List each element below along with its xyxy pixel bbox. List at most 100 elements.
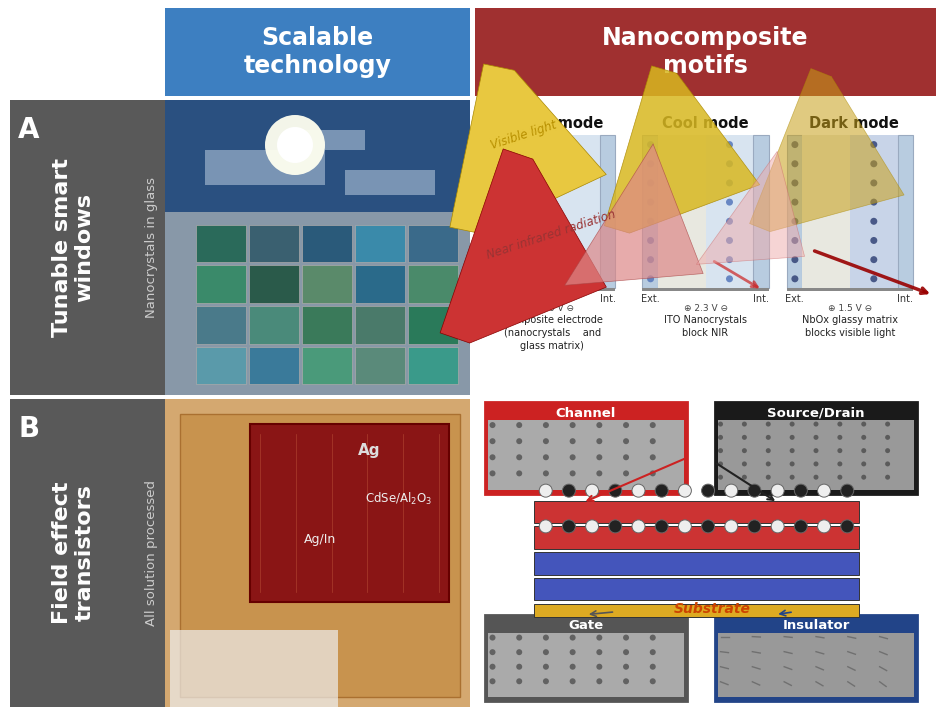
Text: Int.: Int. (600, 294, 616, 304)
Circle shape (563, 484, 575, 497)
Bar (600, 135, 615, 289)
Circle shape (726, 180, 733, 187)
Circle shape (837, 448, 842, 453)
Bar (487, 420, 685, 490)
Circle shape (885, 448, 890, 453)
Circle shape (623, 649, 629, 655)
Bar (534, 578, 859, 600)
Bar (475, 8, 936, 96)
Bar (302, 347, 352, 384)
Circle shape (837, 421, 842, 426)
Bar (180, 414, 460, 697)
Circle shape (765, 435, 771, 440)
Circle shape (870, 160, 877, 167)
Circle shape (792, 160, 798, 167)
Bar (642, 135, 769, 289)
Circle shape (517, 438, 522, 444)
Circle shape (861, 462, 867, 467)
Circle shape (647, 199, 654, 205)
Bar (196, 306, 246, 344)
Circle shape (517, 635, 522, 640)
Circle shape (656, 484, 668, 497)
Text: Insulator: Insulator (782, 619, 850, 632)
Circle shape (765, 475, 771, 480)
Circle shape (543, 635, 549, 640)
Circle shape (718, 421, 723, 426)
Text: Visible light: Visible light (489, 118, 558, 152)
Circle shape (569, 470, 575, 476)
Bar (302, 266, 352, 303)
Bar (642, 289, 769, 292)
Circle shape (725, 484, 738, 497)
Bar (408, 266, 458, 303)
Circle shape (837, 435, 842, 440)
Circle shape (543, 679, 549, 684)
Bar (717, 420, 915, 490)
Circle shape (650, 422, 656, 428)
Circle shape (726, 237, 733, 244)
Circle shape (742, 462, 747, 467)
Circle shape (870, 237, 877, 244)
Bar (534, 604, 859, 617)
Circle shape (569, 649, 575, 655)
Text: Ag/In: Ag/In (304, 533, 336, 546)
Bar (534, 552, 859, 574)
Circle shape (841, 520, 853, 533)
Bar (355, 225, 405, 263)
Circle shape (718, 462, 723, 467)
Text: Nanocomposite
motifs: Nanocomposite motifs (603, 26, 809, 78)
Circle shape (765, 421, 771, 426)
Text: Scalable
technology: Scalable technology (243, 26, 392, 78)
Circle shape (489, 422, 496, 428)
Circle shape (596, 663, 603, 670)
Circle shape (489, 663, 496, 670)
Circle shape (726, 199, 733, 205)
Circle shape (609, 484, 622, 497)
Bar (345, 170, 435, 195)
Text: Dark mode: Dark mode (810, 116, 900, 131)
Circle shape (489, 679, 496, 684)
Circle shape (742, 448, 747, 453)
Bar (787, 289, 913, 292)
Text: NbOx glassy matrix
blocks visible light: NbOx glassy matrix blocks visible light (802, 315, 898, 338)
Circle shape (632, 484, 645, 497)
Bar (196, 266, 246, 303)
Circle shape (817, 520, 831, 533)
Circle shape (650, 663, 656, 670)
Circle shape (650, 649, 656, 655)
Circle shape (726, 275, 733, 282)
Circle shape (623, 422, 629, 428)
Text: Ext.: Ext. (487, 294, 506, 304)
Text: Tunable smart
windows: Tunable smart windows (52, 158, 95, 337)
Bar (10, 399, 165, 707)
Bar (302, 225, 352, 263)
Circle shape (861, 435, 867, 440)
Circle shape (765, 448, 771, 453)
Circle shape (792, 275, 798, 282)
Circle shape (814, 421, 818, 426)
Bar (642, 135, 657, 289)
Circle shape (569, 679, 575, 684)
Circle shape (814, 435, 818, 440)
Bar (534, 526, 859, 549)
Circle shape (742, 435, 747, 440)
Circle shape (870, 141, 877, 148)
Bar (408, 347, 458, 384)
Circle shape (489, 438, 496, 444)
Circle shape (748, 484, 761, 497)
Circle shape (569, 438, 575, 444)
Circle shape (650, 679, 656, 684)
Circle shape (489, 635, 496, 640)
Circle shape (678, 520, 692, 533)
Circle shape (596, 454, 603, 460)
Text: ⊕ 2.3 V ⊖: ⊕ 2.3 V ⊖ (684, 304, 727, 313)
Circle shape (543, 422, 549, 428)
Circle shape (596, 422, 603, 428)
Circle shape (817, 484, 831, 497)
Circle shape (609, 520, 622, 533)
Text: Cool mode: Cool mode (662, 116, 749, 131)
Circle shape (790, 421, 795, 426)
Circle shape (517, 679, 522, 684)
Circle shape (569, 422, 575, 428)
Circle shape (647, 180, 654, 187)
